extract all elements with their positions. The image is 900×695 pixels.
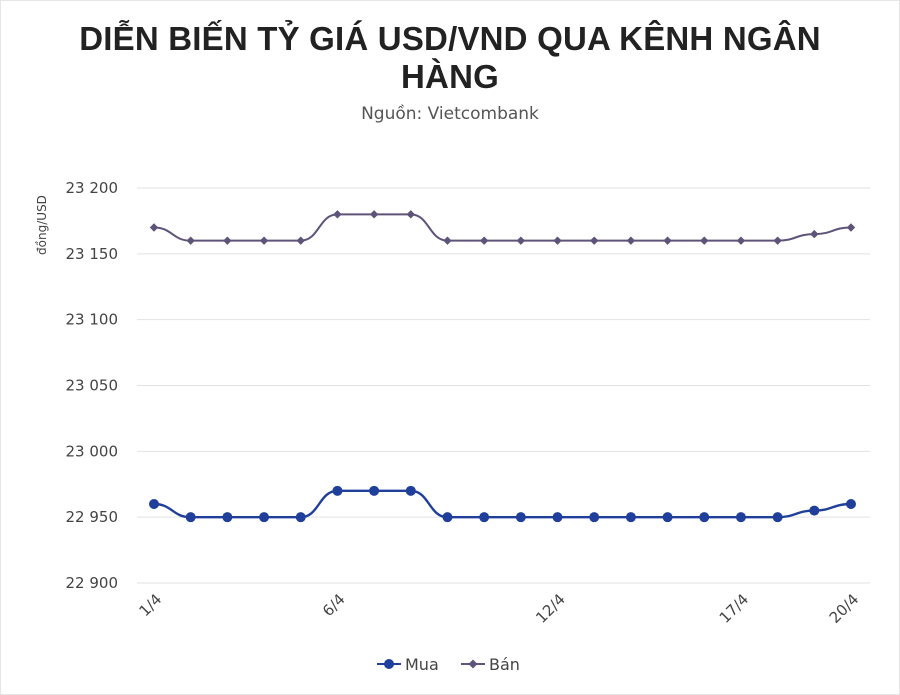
data-point <box>590 236 599 245</box>
data-point <box>736 236 746 245</box>
y-tick-label: 23 100 <box>66 311 119 329</box>
y-tick-label: 22 950 <box>66 508 119 526</box>
x-tick-label: 17/4 <box>716 590 753 627</box>
legend-label: Bán <box>489 655 520 674</box>
data-point <box>625 512 636 523</box>
data-point <box>149 499 159 509</box>
legend-item-mua: Mua <box>377 655 439 674</box>
data-point <box>516 236 526 245</box>
y-tick-label: 23 050 <box>66 377 119 395</box>
data-point <box>333 210 342 219</box>
data-point <box>662 512 673 523</box>
x-tick-label: 1/4 <box>136 590 166 620</box>
x-tick-label: 20/4 <box>826 590 863 627</box>
series-bán <box>149 210 856 245</box>
data-point <box>332 485 343 496</box>
data-point <box>259 236 269 245</box>
data-point <box>223 236 232 245</box>
data-point <box>479 512 490 523</box>
data-point <box>700 236 709 245</box>
data-point <box>296 236 305 245</box>
series-line <box>153 489 852 519</box>
y-axis-ticks: 22 900 22 950 23 000 23 050 23 100 23 150 23 2… <box>66 179 119 592</box>
data-point <box>552 512 563 523</box>
series-group <box>149 210 856 523</box>
data-point <box>149 223 159 232</box>
data-point <box>443 236 452 245</box>
data-point <box>186 236 195 245</box>
legend-label: Mua <box>405 655 439 674</box>
data-point <box>553 236 562 245</box>
data-point <box>772 512 783 523</box>
data-point <box>405 485 416 496</box>
data-point <box>663 236 672 245</box>
data-point <box>369 210 379 219</box>
data-point <box>589 512 600 523</box>
x-tick-label: 6/4 <box>319 590 349 620</box>
chart-subtitle: Nguồn: Vietcombank <box>361 104 539 124</box>
data-point <box>222 512 233 523</box>
data-point <box>809 505 820 516</box>
y-tick-label: 22 900 <box>66 574 119 592</box>
legend-marker <box>468 659 478 669</box>
data-point <box>442 512 453 523</box>
data-point <box>810 229 819 239</box>
data-point <box>479 236 489 245</box>
series-mua <box>149 485 856 523</box>
data-point <box>515 512 526 523</box>
y-tick-label: 23 150 <box>66 245 119 263</box>
data-point <box>773 236 782 245</box>
data-point <box>846 499 856 509</box>
legend-marker <box>384 659 394 669</box>
data-point <box>369 485 380 496</box>
data-point <box>735 512 746 523</box>
x-axis-ticks: 1/4 6/4 12/4 17/4 20/4 <box>136 590 863 627</box>
data-point <box>699 512 710 523</box>
data-point <box>185 512 196 523</box>
data-point <box>295 512 306 523</box>
series-line <box>153 213 852 242</box>
x-tick-label: 12/4 <box>532 590 569 627</box>
data-point <box>626 236 636 245</box>
legend-item-bán: Bán <box>461 655 520 674</box>
data-point <box>846 223 856 232</box>
data-point <box>406 210 415 219</box>
y-axis-label: đồng/USD <box>35 195 49 255</box>
y-tick-label: 23 200 <box>66 179 119 197</box>
gridlines <box>137 187 870 584</box>
data-point <box>259 512 270 523</box>
legend: Mua Bán <box>377 655 520 674</box>
chart-title: DIỄN BIẾN TỶ GIÁ USD/VND QUA KÊNH NGÂN H… <box>79 20 821 95</box>
y-tick-label: 23 000 <box>66 442 119 460</box>
